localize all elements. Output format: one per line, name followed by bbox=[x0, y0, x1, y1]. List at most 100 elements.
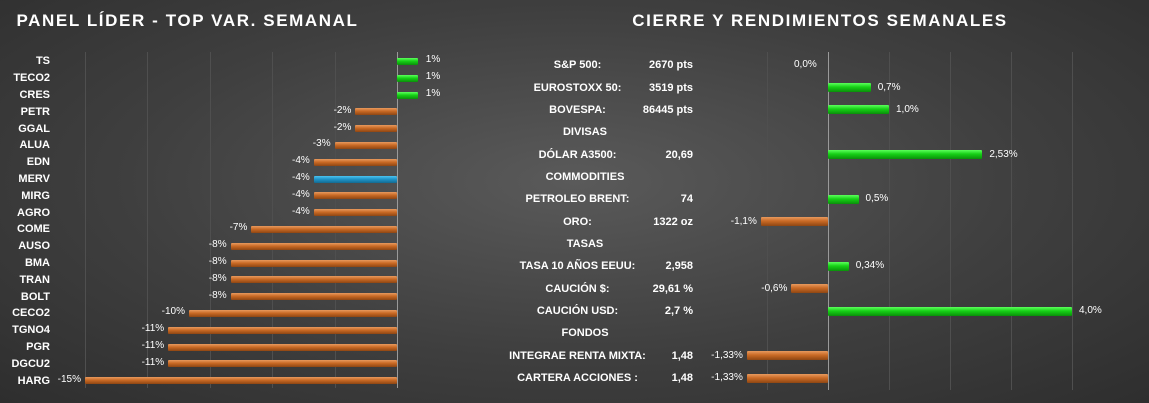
value-label: -4% bbox=[292, 188, 310, 200]
row-label: CARTERA ACCIONES : bbox=[517, 372, 638, 385]
value-label: -4% bbox=[292, 205, 310, 217]
row-close-value: 3519 pts bbox=[648, 81, 693, 94]
row-close-value: 2,7 % bbox=[664, 305, 693, 318]
section-label: FONDOS bbox=[561, 327, 609, 340]
value-label: 0,7% bbox=[877, 81, 901, 93]
row-label: EUROSTOXX 50: bbox=[533, 81, 622, 94]
bar bbox=[230, 259, 397, 267]
category-label: BOLT bbox=[20, 290, 50, 303]
bar bbox=[189, 309, 397, 317]
section-label: TASAS bbox=[566, 237, 604, 250]
bar bbox=[828, 83, 871, 93]
gridline bbox=[1072, 52, 1073, 390]
bar bbox=[828, 150, 983, 160]
value-label: -1,33% bbox=[711, 372, 743, 384]
row-label: CAUCIÓN $: bbox=[545, 282, 610, 295]
value-label: 0,34% bbox=[855, 260, 885, 272]
bar bbox=[168, 360, 397, 368]
gridline bbox=[889, 52, 890, 390]
bar bbox=[355, 125, 397, 133]
value-label: 1% bbox=[425, 88, 441, 99]
row-close-value: 2,958 bbox=[665, 260, 693, 273]
value-label: 1,0% bbox=[896, 103, 919, 115]
row-close-value: 29,61 % bbox=[652, 282, 693, 295]
bar bbox=[746, 373, 828, 383]
right-chart-title: CIERRE Y RENDIMIENTOS SEMANALES bbox=[632, 11, 1008, 30]
row-label: ORO: bbox=[563, 215, 592, 228]
bar bbox=[828, 261, 849, 271]
value-label: -11% bbox=[141, 356, 165, 368]
bar bbox=[355, 108, 397, 116]
category-label: TS bbox=[35, 55, 50, 68]
row-label: S&P 500: bbox=[553, 59, 602, 72]
bar bbox=[230, 276, 397, 284]
category-label: CECO2 bbox=[12, 307, 50, 320]
bar bbox=[168, 343, 397, 351]
category-label: PGR bbox=[26, 341, 50, 353]
bar bbox=[828, 105, 889, 115]
left-chart-title: PANEL LÍDER - TOP VAR. SEMANAL bbox=[16, 11, 359, 30]
value-label: 0,0% bbox=[794, 59, 817, 71]
value-label: -2% bbox=[333, 104, 352, 116]
category-label: TRAN bbox=[19, 273, 50, 286]
bar bbox=[828, 306, 1072, 316]
value-label: 4,0% bbox=[1079, 305, 1102, 317]
value-label: -2% bbox=[333, 121, 352, 133]
bar bbox=[313, 209, 397, 217]
bar bbox=[230, 293, 397, 301]
category-label: AUSO bbox=[18, 240, 50, 253]
category-label: TECO2 bbox=[13, 72, 50, 85]
gridline bbox=[147, 52, 149, 388]
gridline bbox=[272, 52, 274, 388]
bar bbox=[397, 74, 418, 82]
category-label: BMA bbox=[24, 257, 50, 269]
bar bbox=[313, 192, 397, 200]
row-label: TASA 10 AÑOS EEUU: bbox=[519, 260, 636, 273]
value-label: -4% bbox=[292, 155, 310, 167]
section-label: COMMODITIES bbox=[545, 170, 625, 183]
row-label: PETROLEO BRENT: bbox=[525, 193, 630, 206]
value-label: -8% bbox=[208, 239, 227, 251]
category-label: COME bbox=[17, 223, 50, 236]
row-close-value: 2670 pts bbox=[648, 59, 693, 72]
value-label: 0,5% bbox=[865, 193, 889, 205]
value-label: -8% bbox=[208, 289, 227, 301]
gridline bbox=[1011, 52, 1012, 390]
bar bbox=[746, 351, 828, 361]
bar bbox=[313, 175, 397, 183]
category-label: AGRO bbox=[17, 206, 50, 219]
bar bbox=[85, 377, 397, 385]
value-label: -7% bbox=[229, 222, 248, 234]
bar bbox=[397, 57, 418, 65]
category-label: MIRG bbox=[21, 189, 50, 202]
bar bbox=[334, 141, 397, 149]
bar bbox=[791, 284, 828, 294]
section-label: DIVISAS bbox=[562, 126, 607, 139]
zero-axis bbox=[397, 52, 398, 388]
row-close-value: 20,69 bbox=[665, 148, 693, 161]
category-label: TGNO4 bbox=[12, 324, 50, 337]
value-label: -8% bbox=[208, 272, 227, 284]
zero-axis bbox=[828, 52, 829, 390]
category-label: CRES bbox=[19, 89, 50, 101]
bar bbox=[313, 158, 397, 166]
row-close-value: 86445 pts bbox=[642, 103, 693, 116]
value-label: 1% bbox=[425, 71, 441, 83]
gridline bbox=[85, 52, 86, 388]
category-label: ALUA bbox=[19, 139, 50, 152]
bar bbox=[251, 225, 397, 233]
value-label: -11% bbox=[141, 340, 165, 351]
bar bbox=[828, 194, 859, 204]
gridline bbox=[209, 52, 211, 388]
value-label: -1,33% bbox=[711, 349, 743, 361]
value-label: -11% bbox=[141, 323, 165, 335]
row-close-value: 74 bbox=[680, 193, 693, 206]
bar bbox=[760, 217, 828, 227]
row-close-value: 1,48 bbox=[671, 372, 693, 385]
category-label: HARG bbox=[17, 374, 50, 387]
value-label: -3% bbox=[312, 138, 331, 150]
value-label: -15% bbox=[57, 373, 81, 385]
bar bbox=[168, 326, 397, 334]
row-label: BOVESPA: bbox=[549, 103, 606, 116]
